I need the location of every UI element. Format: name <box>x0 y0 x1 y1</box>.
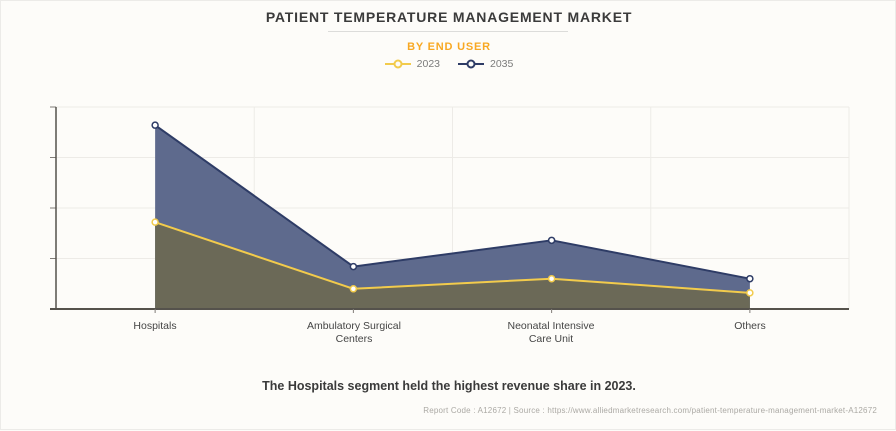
x-axis-label: Others <box>734 320 766 332</box>
report-source-text: Report Code : A12672 | Source : https://… <box>423 406 877 415</box>
data-point-2023-1 <box>349 285 358 293</box>
data-point-2035-0 <box>151 121 159 129</box>
series-line-2035 <box>154 124 751 280</box>
series-line-2023 <box>154 221 750 294</box>
x-axis-label: Ambulatory Surgical Centers <box>307 320 401 345</box>
series-marker-icon <box>458 59 484 70</box>
series-area-2035 <box>155 125 750 310</box>
legend-label-2023: 2023 <box>416 58 440 70</box>
data-point-2035-3 <box>746 274 754 283</box>
data-point-2035-1 <box>349 262 358 271</box>
series-area-2023 <box>155 222 750 309</box>
legend-item-2023[interactable]: 2023 <box>384 58 440 70</box>
page-title: PATIENT TEMPERATURE MANAGEMENT MARKET <box>265 9 633 25</box>
legend-item-2035[interactable]: 2035 <box>458 58 513 70</box>
data-point-2023-2 <box>547 274 556 283</box>
key-insight-text: The Hospitals segment held the highest r… <box>262 379 636 393</box>
x-axis-label: Neonatal Intensive Care Unit <box>507 320 595 345</box>
title-divider <box>328 31 568 32</box>
data-point-2023-0 <box>151 218 159 226</box>
data-point-2035-2 <box>547 236 556 245</box>
x-axis-label: Hospitals <box>133 320 177 332</box>
chart-subtitle: BY END USER <box>407 41 491 53</box>
legend-label-2035: 2035 <box>490 58 514 70</box>
series-marker-icon <box>384 59 411 70</box>
data-point-2023-3 <box>746 289 754 297</box>
legend: 2023 2035 <box>1 58 896 70</box>
